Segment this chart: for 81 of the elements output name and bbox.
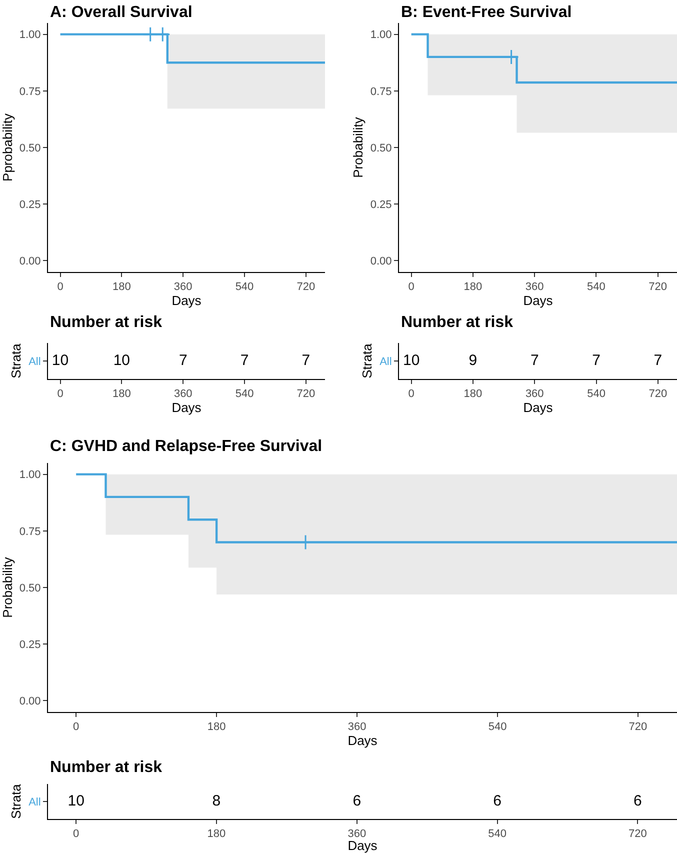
- y-tick-label: 0.50: [19, 582, 41, 594]
- x-tick-label: 540: [587, 281, 606, 294]
- y-tick-label: 0.25: [370, 198, 392, 211]
- y-tick-label: 0.75: [19, 86, 41, 98]
- x-tick-label: 540: [488, 828, 506, 840]
- data-label: 10: [402, 352, 420, 369]
- y-axis-title: Strata: [360, 342, 375, 378]
- y-tick-label: 0.50: [19, 142, 41, 154]
- x-tick-label: 360: [525, 281, 544, 294]
- data-label: 10: [113, 352, 130, 369]
- y-axis-title: Strata: [8, 783, 24, 819]
- x-tick-label: 360: [174, 281, 192, 294]
- x-tick-label: 720: [648, 281, 668, 294]
- x-tick-label: 0: [408, 281, 414, 294]
- data-label: 7: [654, 352, 662, 369]
- data-label: 6: [634, 792, 642, 810]
- x-tick-label: 0: [73, 828, 80, 840]
- data-label: 6: [493, 792, 502, 810]
- x-tick-label: 180: [207, 828, 226, 840]
- data-label: 8: [212, 792, 221, 810]
- x-tick-label: 720: [648, 388, 668, 400]
- data-label: 7: [302, 352, 310, 369]
- x-axis-title: Days: [172, 293, 202, 308]
- data-label: 7: [530, 352, 539, 369]
- x-tick-label: 720: [628, 828, 647, 840]
- y-axis-title: Pprobability: [0, 113, 15, 182]
- x-tick-label: 360: [525, 388, 544, 400]
- y-tick-label: 0.25: [19, 638, 41, 651]
- data-label: 6: [352, 792, 362, 810]
- y-tick-label: 0.00: [19, 256, 41, 268]
- x-tick-label: 720: [296, 281, 316, 294]
- x-tick-label: 540: [488, 721, 507, 734]
- x-axis-title: Days: [523, 293, 554, 308]
- y-tick-label: 1.00: [19, 29, 41, 42]
- x-tick-label: 0: [57, 388, 64, 400]
- x-tick-label: 180: [464, 281, 482, 294]
- x-axis-title: Days: [172, 400, 202, 416]
- chart-title: Number at risk: [50, 314, 162, 331]
- data-label: 10: [52, 352, 69, 369]
- y-tick-label: 0.75: [370, 86, 392, 98]
- x-tick-label: 540: [235, 388, 254, 400]
- y-tick-label: 1.00: [370, 29, 392, 42]
- y-tick-label: 0.75: [19, 526, 41, 538]
- data-label: 9: [468, 352, 478, 369]
- data-label: 7: [178, 352, 188, 369]
- chart-title: Number at risk: [401, 314, 514, 331]
- x-axis-title: Days: [348, 733, 378, 748]
- x-tick-label: 180: [464, 388, 482, 400]
- x-tick-label: 720: [296, 388, 316, 400]
- y-tick-label: All: [380, 356, 392, 368]
- data-label: 7: [592, 352, 600, 369]
- x-tick-label: 0: [73, 721, 80, 734]
- x-tick-label: 360: [174, 388, 192, 400]
- x-axis-title: Days: [523, 400, 554, 416]
- x-tick-label: 540: [235, 281, 254, 294]
- x-tick-label: 360: [348, 828, 366, 840]
- x-tick-label: 720: [628, 721, 648, 734]
- x-tick-label: 360: [348, 721, 366, 734]
- chart-title: A: Overall Survival: [50, 4, 192, 21]
- y-tick-label: 0.50: [370, 142, 392, 154]
- chart-title: C: GVHD and Relapse-Free Survival: [50, 438, 322, 455]
- chart-title: B: Event-Free Survival: [401, 4, 572, 21]
- y-tick-label: 1.00: [19, 469, 41, 482]
- chart-title: Number at risk: [50, 759, 162, 776]
- x-axis-title: Days: [348, 838, 378, 853]
- y-tick-label: 0.00: [370, 256, 392, 268]
- x-tick-label: 180: [207, 721, 226, 734]
- y-tick-label: All: [28, 356, 41, 368]
- y-axis-title: Probability: [350, 116, 366, 178]
- data-label: 10: [68, 792, 84, 810]
- x-tick-label: 0: [408, 388, 414, 400]
- y-tick-label: 0.25: [19, 198, 41, 211]
- y-tick-label: 0.00: [19, 696, 41, 708]
- x-tick-label: 180: [112, 281, 131, 294]
- y-tick-label: All: [28, 796, 41, 808]
- data-label: 7: [240, 352, 249, 369]
- x-tick-label: 180: [112, 388, 131, 400]
- x-tick-label: 0: [57, 281, 64, 294]
- y-axis-title: Probability: [0, 556, 15, 618]
- x-tick-label: 540: [587, 388, 606, 400]
- y-axis-title: Strata: [8, 342, 24, 378]
